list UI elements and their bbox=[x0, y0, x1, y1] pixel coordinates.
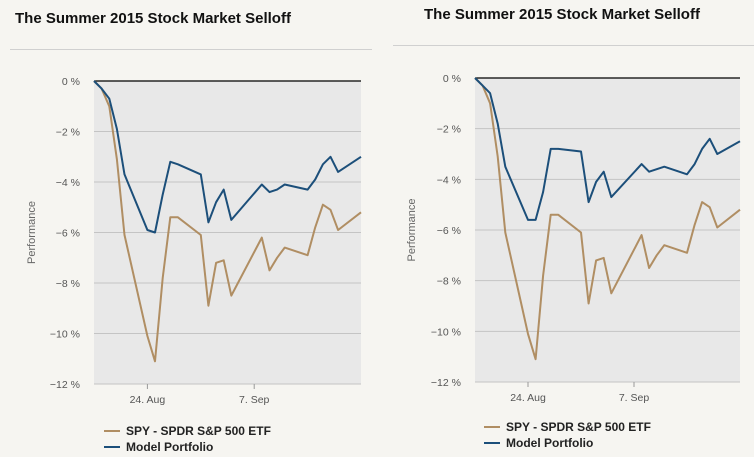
x-tick-label: 7. Sep bbox=[619, 392, 650, 404]
legend-swatch-spy bbox=[484, 426, 500, 428]
y-axis-title: Performance bbox=[406, 199, 418, 262]
y-tick-label: −4 % bbox=[56, 177, 80, 189]
legend-item-spy[interactable]: SPY - SPDR S&P 500 ETF bbox=[104, 423, 271, 439]
chart-svg: 0 % −2 % −4 % −6 % −8 % −10 % −12 % 24. Aug 7. S… bbox=[26, 76, 362, 406]
legend-item-spy[interactable]: SPY - SPDR S&P 500 ETF bbox=[484, 419, 651, 435]
chart-title: The Summer 2015 Stock Market Selloff bbox=[424, 6, 700, 23]
legend-label-model: Model Portfolio bbox=[506, 436, 594, 450]
series-line-spy bbox=[474, 77, 741, 361]
legend-label-spy: SPY - SPDR S&P 500 ETF bbox=[506, 420, 651, 434]
x-tick-label: 24. Aug bbox=[510, 392, 546, 404]
y-tick-label: 0 % bbox=[443, 73, 461, 85]
legend: SPY - SPDR S&P 500 ETF Model Portfolio bbox=[484, 419, 651, 451]
y-tick-label: −6 % bbox=[56, 228, 80, 240]
chart-panel-left: The Summer 2015 Stock Market Selloff 0 %… bbox=[10, 10, 372, 455]
legend-item-model[interactable]: Model Portfolio bbox=[484, 435, 651, 451]
series-line-spy bbox=[93, 80, 362, 363]
y-tick-label: −12 % bbox=[50, 379, 80, 391]
legend: SPY - SPDR S&P 500 ETF Model Portfolio bbox=[104, 423, 271, 455]
x-tick-label: 24. Aug bbox=[130, 394, 166, 406]
chart-svg: 0 % −2 % −4 % −6 % −8 % −10 % −12 % 24. Aug 7. S… bbox=[406, 73, 741, 404]
y-tick-label: −2 % bbox=[56, 127, 80, 139]
y-tick-label: 0 % bbox=[62, 76, 80, 88]
legend-label-spy: SPY - SPDR S&P 500 ETF bbox=[126, 424, 271, 438]
y-tick-label: −12 % bbox=[431, 377, 461, 389]
legend-swatch-model bbox=[104, 446, 120, 448]
chart-panel-right: The Summer 2015 Stock Market Selloff 0 %… bbox=[377, 0, 754, 457]
legend-label-model: Model Portfolio bbox=[126, 440, 214, 454]
series-line-model bbox=[474, 77, 741, 221]
title-divider bbox=[10, 49, 372, 50]
legend-swatch-model bbox=[484, 442, 500, 444]
title-divider bbox=[393, 45, 754, 46]
chart-title: The Summer 2015 Stock Market Selloff bbox=[15, 10, 291, 27]
y-tick-label: −8 % bbox=[437, 276, 461, 288]
y-tick-label: −4 % bbox=[437, 174, 461, 186]
y-tick-label: −6 % bbox=[437, 225, 461, 237]
x-tick-label: 7. Sep bbox=[239, 394, 270, 406]
y-axis-title: Performance bbox=[26, 201, 38, 264]
series-line-model bbox=[93, 80, 362, 234]
y-tick-label: −8 % bbox=[56, 278, 80, 290]
y-tick-label: −10 % bbox=[431, 326, 461, 338]
y-tick-label: −2 % bbox=[437, 124, 461, 136]
y-tick-label: −10 % bbox=[50, 329, 80, 341]
legend-item-model[interactable]: Model Portfolio bbox=[104, 439, 271, 455]
legend-swatch-spy bbox=[104, 430, 120, 432]
